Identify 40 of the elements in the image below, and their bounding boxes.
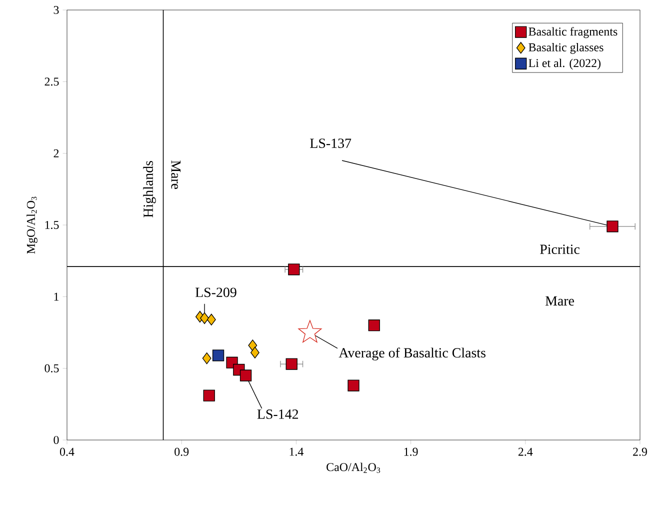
y-tick-label: 1 <box>54 292 59 301</box>
annotation: Average of Basaltic Clasts <box>338 348 486 360</box>
x-tick-label: 0.9 <box>174 448 189 456</box>
point <box>202 352 212 364</box>
point <box>206 314 216 326</box>
annotation: Picritic <box>540 244 580 254</box>
x-axis-title: CaO/Al$_{2}$O$_{3}$ <box>326 462 380 473</box>
point <box>203 390 215 402</box>
point <box>248 340 258 352</box>
annotation: LS-142 <box>257 410 298 419</box>
annotation: LS-209 <box>195 288 236 298</box>
annotation: LS-137 <box>310 138 352 148</box>
annotation: Highlands <box>143 160 156 218</box>
y-tick-label: 0 <box>54 436 59 444</box>
y-tick-label: 0.5 <box>44 364 59 372</box>
x-tick-label: 2.9 <box>633 448 647 456</box>
point <box>288 264 300 276</box>
x-tick-label: 1.9 <box>404 448 418 456</box>
legend-label: Li et al. (2022) <box>528 58 601 70</box>
legend-label: Basaltic fragments <box>528 27 618 38</box>
x-tick-label: 2.4 <box>518 448 533 456</box>
point <box>250 346 260 358</box>
point <box>200 312 209 324</box>
x-tick-label: 0.4 <box>60 448 74 456</box>
legend-label: Basaltic glasses <box>528 42 604 54</box>
y-tick-label: 3 <box>54 6 59 14</box>
point <box>348 380 360 392</box>
point <box>606 220 618 232</box>
annotation: Mare <box>545 296 574 306</box>
annotation: Mare <box>171 160 181 190</box>
point <box>240 370 252 382</box>
point <box>212 350 224 362</box>
point <box>368 320 380 332</box>
y-tick-label: 1.5 <box>45 220 59 230</box>
x-tick-label: 1.4 <box>290 448 304 456</box>
y-tick-label: 2 <box>54 149 59 158</box>
point <box>298 320 322 343</box>
y-axis-title: MgO/Al$_{2}$O$_{3}$ <box>26 196 38 254</box>
point <box>286 358 298 370</box>
y-tick-label: 2.5 <box>44 78 59 86</box>
